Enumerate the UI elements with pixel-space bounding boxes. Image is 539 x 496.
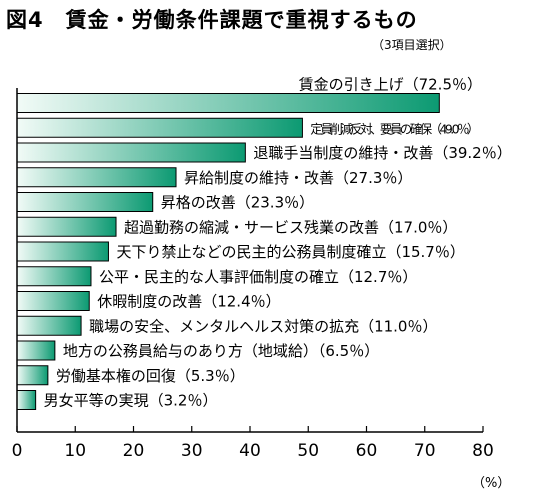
bar-13 [16,390,37,410]
bar-2 [16,117,303,138]
x-tick-label-10: 10 [64,441,86,461]
bar-label-11: 地方の公務員給与のあり方（地域給）（6.5％） [63,342,379,360]
bar-label-3: 退職手当制度の維持・改善（39.2％） [253,144,511,162]
bar-label-10: 職場の安全、メンタルヘルス対策の拡充（11.0％） [89,317,437,335]
bar-label-8: 公平・民主的な人事評価制度の確立（12.7％） [99,268,417,286]
bar-label-13: 男女平等の実現（3.2％） [44,392,218,410]
bar-label-12: 労働基本権の回復（5.3％） [56,367,245,385]
bar-9 [16,291,90,311]
bar-8 [16,266,92,287]
x-tick-label-0: 0 [12,441,23,461]
bar-label-5: 昇格の改善（23.3％） [161,194,314,212]
bar-3 [16,142,246,163]
bar-label-1: 賃金の引き上げ（72.5％） [299,76,482,94]
bar-1 [16,93,440,113]
x-tick-label-40: 40 [239,441,261,461]
bar-5 [16,192,154,212]
bar-7 [16,241,109,262]
bar-11 [16,340,56,361]
bar-label-4: 昇給制度の維持・改善（27.3％） [184,169,412,187]
bar-label-6: 超過勤務の縮減・サービス残業の改善（17.0％） [124,218,457,236]
x-tick-label-80: 80 [472,441,494,461]
chart-title: 図4 賃金・労働条件課題で重視するもの [6,8,418,32]
bar-10 [16,315,82,336]
bar-label-2: 定員削減反対、要員の確保（49.0％） [310,121,479,136]
x-tick-label-60: 60 [356,441,378,461]
bar-6 [16,216,117,237]
bar-4 [16,167,177,188]
bar-label-7: 天下り禁止などの民主的公務員制度確立（15.7％） [116,243,464,261]
bar-label-9: 休暇制度の改善（12.4％） [97,293,280,311]
x-tick-label-50: 50 [297,441,319,461]
x-tick-label-20: 20 [123,441,145,461]
x-tick-label-30: 30 [181,441,203,461]
chart-subtitle: （3項目選択） [372,38,452,52]
x-axis-unit-label: （%） [472,476,511,491]
x-tick-label-70: 70 [414,441,436,461]
bar-12 [16,365,49,386]
